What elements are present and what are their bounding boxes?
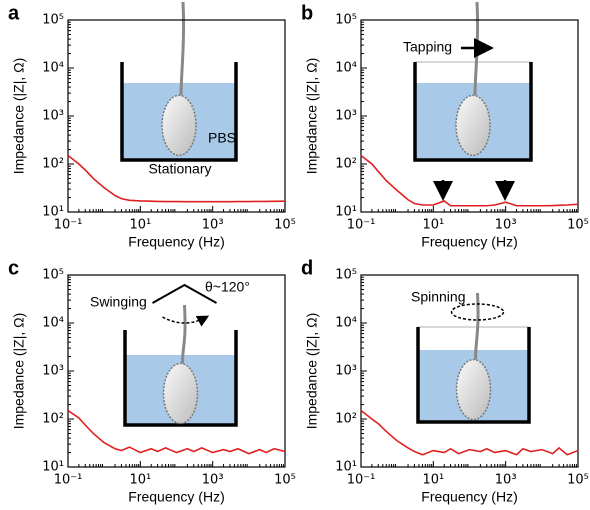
y-tick-label: 10⁵	[335, 13, 357, 28]
x-axis-label: Frequency (Hz)	[421, 234, 517, 250]
wire	[181, 304, 187, 364]
x-tick-label: 10⁻¹	[54, 218, 83, 233]
x-tick-label: 10⁻¹	[347, 218, 376, 233]
swing-arc	[162, 315, 210, 327]
y-tick-label: 10²	[335, 412, 357, 427]
y-tick-label: 10³	[335, 364, 357, 379]
wire	[179, 1, 186, 96]
y-tick-label: 10⁴	[42, 61, 64, 76]
y-tick-label: 10¹	[42, 205, 64, 220]
impedance-line	[67, 409, 286, 455]
y-tick-label: 10²	[42, 412, 64, 427]
y-tick-label: 10¹	[335, 205, 357, 220]
x-axis-label: Frequency (Hz)	[421, 489, 517, 505]
electrode	[161, 94, 197, 157]
electrode	[455, 94, 491, 157]
annotation: Spinning	[411, 289, 466, 305]
annotation: PBS	[208, 130, 236, 146]
inset-illustration	[416, 292, 531, 424]
beaker	[413, 62, 533, 162]
x-tick-label: 10⁵	[274, 218, 296, 233]
y-axis-label: Impedance (|Z|, Ω)	[11, 58, 27, 175]
x-tick-label: 10⁵	[567, 218, 589, 233]
x-axis-label: Frequency (Hz)	[128, 489, 224, 505]
y-tick-label: 10⁴	[335, 61, 357, 76]
x-tick-label: 10¹	[129, 473, 151, 488]
y-axis-label: Impedance (|Z|, Ω)	[11, 313, 27, 430]
panel-letter: a	[8, 2, 20, 24]
impedance-line	[360, 409, 579, 456]
inset-illustration	[413, 1, 533, 201]
x-tick-label: 10⁵	[274, 473, 296, 488]
panel-letter: c	[8, 257, 19, 279]
y-tick-label: 10³	[335, 109, 357, 124]
panel-letter: b	[301, 2, 313, 24]
y-tick-label: 10²	[335, 157, 357, 172]
annotation: Stationary	[148, 161, 211, 177]
electrode	[455, 358, 492, 421]
y-tick-label: 10³	[42, 364, 64, 379]
y-axis-label: Impedance (|Z|, Ω)	[304, 58, 320, 175]
y-tick-label: 10⁴	[335, 316, 357, 331]
y-tick-label: 10²	[42, 157, 64, 172]
x-tick-label: 10⁻¹	[54, 473, 83, 488]
annotation: θ~120°	[205, 279, 250, 295]
x-axis-label: Frequency (Hz)	[128, 234, 224, 250]
x-tick-label: 10¹	[129, 218, 151, 233]
impedance-line	[67, 154, 286, 203]
y-tick-label: 10³	[42, 109, 64, 124]
electrode	[162, 362, 199, 425]
inset-illustration	[120, 1, 238, 162]
x-tick-label: 10³	[495, 218, 517, 233]
beaker	[123, 330, 238, 427]
y-axis-label: Impedance (|Z|, Ω)	[304, 313, 320, 430]
y-tick-label: 10⁴	[42, 316, 64, 331]
x-tick-label: 10³	[202, 473, 224, 488]
annotation: Swinging	[90, 294, 147, 310]
x-tick-label: 10⁻¹	[347, 473, 376, 488]
x-tick-label: 10¹	[422, 473, 444, 488]
inset-illustration	[123, 283, 238, 427]
wire	[474, 292, 480, 360]
y-tick-label: 10⁵	[42, 268, 64, 283]
y-tick-label: 10¹	[335, 460, 357, 475]
swing-angle	[152, 283, 217, 304]
annotation: Tapping	[403, 39, 452, 55]
beaker	[120, 62, 238, 162]
panel-letter: d	[301, 257, 313, 279]
y-tick-label: 10¹	[42, 460, 64, 475]
x-tick-label: 10¹	[422, 218, 444, 233]
x-tick-label: 10³	[202, 218, 224, 233]
x-tick-label: 10³	[495, 473, 517, 488]
beaker	[416, 327, 531, 424]
impedance-line	[360, 154, 579, 207]
y-tick-label: 10⁵	[335, 268, 357, 283]
x-tick-label: 10⁵	[567, 473, 589, 488]
spin-arc	[450, 303, 505, 321]
y-tick-label: 10⁵	[42, 13, 64, 28]
